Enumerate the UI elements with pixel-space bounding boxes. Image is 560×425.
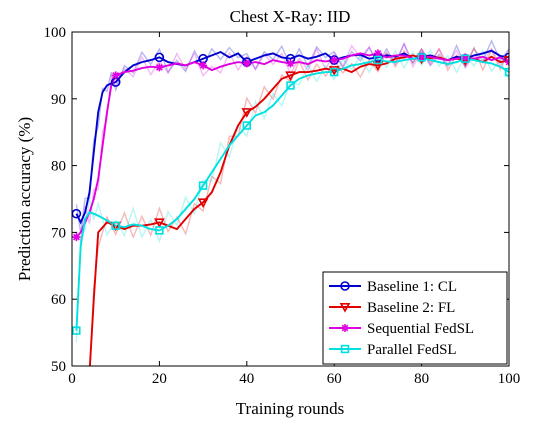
legend-item-3: Parallel FedSL [329, 342, 457, 358]
legend-label-1: Baseline 2: FL [367, 300, 455, 316]
series-markers-1 [110, 54, 509, 232]
series-point-3-37 [373, 55, 383, 65]
series-point-3-52 [504, 67, 509, 77]
series-point-3-42 [417, 53, 426, 62]
series-point-3-0 [72, 326, 81, 335]
legend-marker-2 [341, 324, 349, 332]
y-tick-label-2: 70 [51, 225, 66, 241]
x-tick-label-3: 60 [327, 371, 342, 387]
y-tick-label-1: 60 [51, 292, 66, 308]
x-tick-label-0: 0 [68, 371, 76, 387]
series-point-2-24 [242, 59, 251, 68]
series-point-3-27 [286, 81, 295, 90]
legend-label-3: Parallel FedSL [367, 342, 457, 358]
axes: 0 20 40 60 80 100 50 60 70 80 90 100 [44, 25, 521, 387]
series-point-2-14 [155, 63, 164, 72]
legend: Baseline 1: CL Baseline 2: FL Sequential F… [322, 271, 508, 365]
y-axis-title: Prediction accuracy (%) [15, 117, 34, 281]
series-point-3-22 [242, 121, 251, 130]
series-point-0-14 [154, 52, 165, 63]
x-tick-label-1: 20 [152, 371, 167, 387]
series-line-3 [75, 56, 509, 331]
series-line-2 [75, 52, 509, 238]
series-point-3-17 [198, 181, 208, 190]
y-tick-label-3: 80 [51, 159, 66, 175]
legend-item-2: Sequential FedSL [329, 321, 474, 337]
series-point-0-0 [72, 208, 82, 219]
x-tick-label-5: 100 [498, 371, 521, 387]
x-axis-title: Training rounds [236, 399, 344, 418]
y-tick-label-0: 50 [51, 359, 66, 375]
chart-title: Chest X-Ray: IID [230, 7, 351, 26]
series-point-1-14 [197, 198, 209, 208]
series-markers-2 [72, 49, 509, 242]
series-line-0 [75, 49, 509, 225]
series-markers-3 [72, 53, 509, 335]
x-tick-label-4: 80 [414, 371, 429, 387]
legend-label-0: Baseline 1: CL [367, 279, 457, 295]
series-point-2-9 [111, 71, 120, 80]
series-point-2-39 [373, 49, 382, 58]
legend-item-1: Baseline 2: FL [329, 300, 455, 316]
legend-item-0: Baseline 1: CL [329, 279, 457, 295]
series-point-2-49 [461, 53, 470, 62]
series-trace-1 [89, 45, 509, 366]
series-point-1-19 [241, 108, 253, 118]
series-point-3-32 [329, 67, 339, 77]
series-point-2-0 [72, 233, 81, 242]
y-tick-label-5: 100 [44, 25, 67, 41]
series-point-2-29 [286, 59, 295, 68]
plot-area [72, 39, 509, 366]
series-point-2-34 [330, 56, 339, 65]
legend-label-2: Sequential FedSL [367, 321, 474, 337]
series-point-2-44 [417, 53, 426, 62]
legend-marker-0 [340, 281, 350, 291]
series-point-1-34 [372, 61, 384, 72]
series-point-3-47 [461, 54, 470, 63]
series-point-3-12 [155, 226, 164, 235]
plot-frame [71, 31, 510, 367]
series-point-1-9 [154, 218, 165, 229]
series-point-3-7 [111, 221, 120, 230]
y-tick-label-4: 90 [51, 92, 66, 108]
series-point-1-24 [285, 71, 296, 82]
legend-marker-3 [340, 344, 350, 354]
x-tick-label-2: 40 [239, 371, 254, 387]
legend-marker-1 [339, 302, 351, 313]
series-point-2-19 [199, 61, 208, 70]
series-point-1-29 [328, 66, 340, 76]
